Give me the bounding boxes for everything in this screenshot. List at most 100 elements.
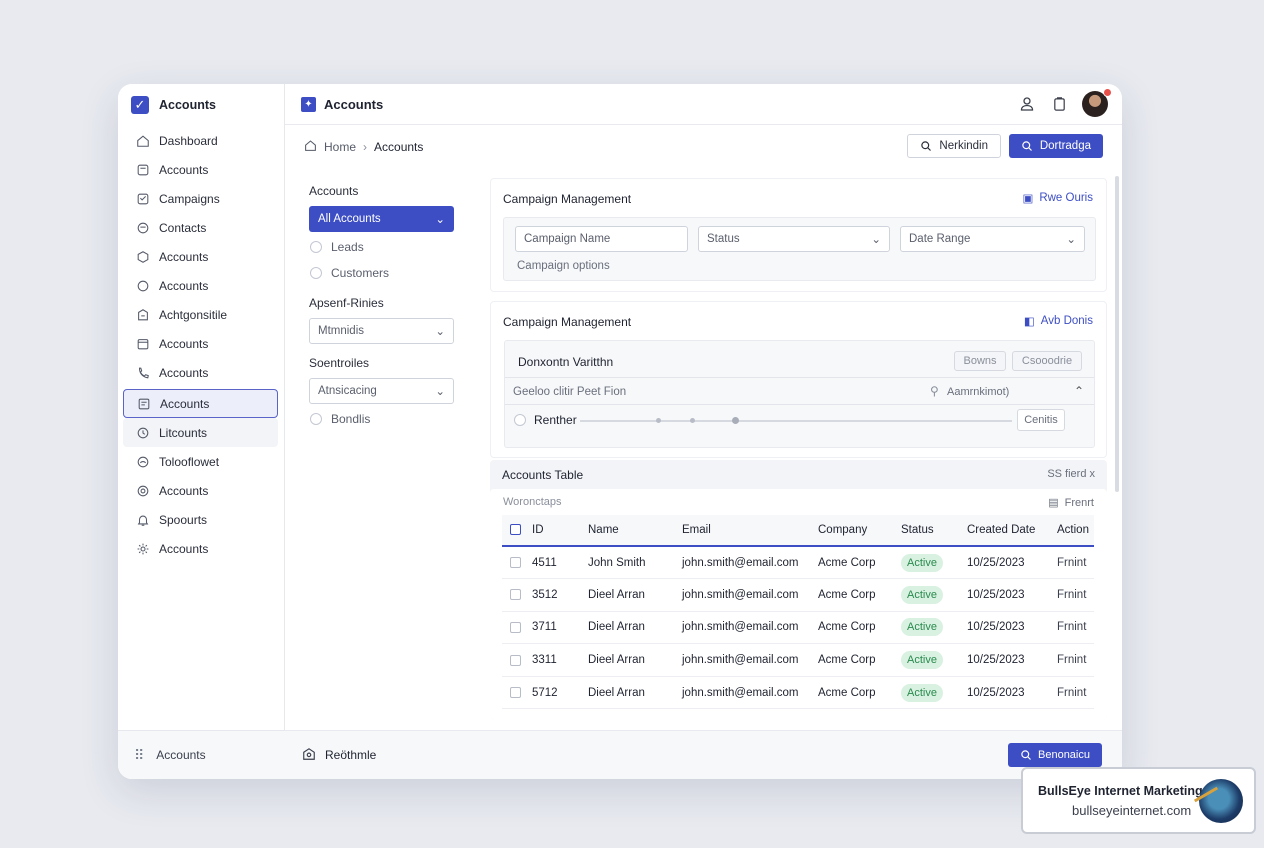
card-link[interactable]: ◧ Avb Donis xyxy=(1024,314,1093,328)
cell-id: 5712 xyxy=(532,676,588,710)
card-link[interactable]: ▣ Rwe Ouris xyxy=(1022,191,1093,205)
cell-text: john.smith@email.com xyxy=(682,556,799,569)
cenitis-button[interactable]: Cenitis xyxy=(1017,409,1065,431)
table-row[interactable]: 3512 Dieel Arran john.smith@email.com Acme … xyxy=(502,578,1094,612)
row-action-link[interactable]: Frnint xyxy=(1057,686,1087,699)
sidebar-item-14[interactable]: Accounts xyxy=(123,534,278,563)
row-checkbox[interactable] xyxy=(510,654,521,666)
cell-date: 10/25/2023 xyxy=(967,546,1057,580)
table-row[interactable]: 4511 John Smith john.smith@email.com Acme C… xyxy=(502,546,1094,580)
campaign-name-input[interactable]: Campaign Name xyxy=(515,226,688,252)
table-row[interactable]: 3311 Dieel Arran john.smith@email.com Acme … xyxy=(502,643,1094,677)
table-print-action[interactable]: ▤ Frenrt xyxy=(1048,496,1094,510)
column-header[interactable]: Company xyxy=(818,515,901,547)
box-icon xyxy=(136,250,150,264)
date-range-select[interactable]: Date Range ⌄ xyxy=(900,226,1085,252)
app-logo-icon: ✦ xyxy=(301,96,316,112)
sidebar-item-7[interactable]: Accounts xyxy=(123,329,278,358)
breadcrumb-home[interactable]: Home xyxy=(324,139,357,154)
contacts-icon xyxy=(136,221,150,235)
sidebar-item-label: Accounts xyxy=(159,278,209,293)
sidebar-item-2[interactable]: Campaigns xyxy=(123,184,278,213)
sidebar-item-6[interactable]: Achtgonsitile xyxy=(123,300,278,329)
card-title: Campaign Management xyxy=(503,192,632,206)
chevron-up-icon[interactable]: ⌃ xyxy=(1073,384,1084,398)
select-all-checkbox[interactable] xyxy=(510,524,521,536)
sidebar-item-5[interactable]: Accounts xyxy=(123,271,278,300)
row-action-link[interactable]: Frnint xyxy=(1057,621,1087,634)
bottom-left-label[interactable]: Reöthmle xyxy=(325,748,377,762)
sidebar-item-0[interactable]: Dashboard xyxy=(123,126,278,155)
column-header[interactable]: ID xyxy=(532,515,588,547)
cell-action: Frnint xyxy=(1057,611,1094,645)
user-icon[interactable] xyxy=(1018,95,1036,113)
sidebar-item-8[interactable]: Accounts xyxy=(123,358,278,387)
row-action-link[interactable]: Frnint xyxy=(1057,588,1087,601)
row-checkbox[interactable] xyxy=(510,687,521,699)
row-checkbox[interactable] xyxy=(510,557,521,569)
filter-select-3[interactable]: Atnsicacing ⌄ xyxy=(309,378,454,404)
sidebar-item-12[interactable]: Accounts xyxy=(123,476,278,505)
column-header[interactable]: Email xyxy=(682,515,818,547)
column-header[interactable]: Name xyxy=(588,515,682,547)
sidebar-item-9[interactable]: Accounts xyxy=(123,389,278,418)
chevron-down-icon: ⌄ xyxy=(435,386,445,398)
primary-search-button[interactable]: Dortradga xyxy=(1008,134,1103,158)
campaign-card-2: Campaign Management ◧ Avb Donis Donxontn… xyxy=(490,301,1107,458)
cell-text: Acme Corp xyxy=(818,686,876,699)
row-checkbox[interactable] xyxy=(510,589,521,601)
cell-status: Active xyxy=(901,676,967,710)
table-card: Woronctaps ▤ Frenrt ID Name Email Compan… xyxy=(490,489,1107,719)
sidebar-item-4[interactable]: Accounts xyxy=(123,242,278,271)
secondary-search-button[interactable]: Nerkindin xyxy=(907,134,1001,158)
sidebar-footer[interactable]: ⠿ Accounts xyxy=(118,730,285,779)
sidebar-item-10[interactable]: Litcounts xyxy=(123,418,278,447)
cell-text: 4511 xyxy=(532,556,557,569)
table-meta[interactable]: SS fierd x xyxy=(1047,468,1095,480)
csooodrie-button[interactable]: Csooodrie xyxy=(1012,351,1082,371)
camera-icon: ◧ xyxy=(1023,316,1035,328)
column-header[interactable]: Created Date xyxy=(967,515,1057,547)
row-checkbox[interactable] xyxy=(510,621,521,633)
cell-company: Acme Corp xyxy=(818,676,901,710)
bottom-primary-button[interactable]: Benonaicu xyxy=(1008,743,1102,767)
home-icon[interactable] xyxy=(304,139,317,155)
cell-email: john.smith@email.com xyxy=(682,578,818,612)
radio-leads[interactable]: Leads xyxy=(309,234,454,260)
row-action-link[interactable]: Frnint xyxy=(1057,654,1087,667)
radio-renther[interactable]: Renther xyxy=(514,413,577,427)
filter-select-2[interactable]: Mtmnidis ⌄ xyxy=(309,318,454,344)
radio-bondlis[interactable]: Bondlis xyxy=(309,406,454,432)
sidebar-item-11[interactable]: Tolooflowet xyxy=(123,447,278,476)
status-select-value: Status xyxy=(707,233,740,245)
progress-slider[interactable] xyxy=(580,417,1012,424)
slider-handle[interactable] xyxy=(732,417,739,424)
clipboard-icon[interactable] xyxy=(1050,95,1068,113)
scrollbar[interactable] xyxy=(1115,176,1119,492)
sidebar-item-label: Accounts xyxy=(159,162,209,177)
cell-date: 10/25/2023 xyxy=(967,676,1057,710)
cell-id: 3311 xyxy=(532,643,588,677)
cell-id: 3512 xyxy=(532,578,588,612)
sidebar-item-label: Tolooflowet xyxy=(159,454,220,469)
table-header-row: ID Name Email Company Status Created Dat… xyxy=(502,515,1094,547)
radio-customers[interactable]: Customers xyxy=(309,260,454,286)
cell-text: 3711 xyxy=(532,621,557,634)
column-header[interactable]: Status xyxy=(901,515,967,547)
account-type-select[interactable]: All Accounts ⌄ xyxy=(309,206,454,232)
brand[interactable]: ✓ Accounts xyxy=(131,96,216,114)
row-action-link[interactable]: Frnint xyxy=(1057,556,1087,569)
avatar[interactable] xyxy=(1082,88,1112,117)
grid-icon: ⠿ xyxy=(134,746,145,763)
table-row[interactable]: 3711 Dieel Arran john.smith@email.com Acme … xyxy=(502,611,1094,645)
table-row[interactable]: 5712 Dieel Arran john.smith@email.com Acme … xyxy=(502,676,1094,710)
detail-row[interactable]: Geeloo clitir Peet Fion ⚲ Aamrnkimot) ⌃ xyxy=(505,377,1094,405)
column-header[interactable]: Action xyxy=(1057,515,1094,547)
sidebar-item-1[interactable]: Accounts xyxy=(123,155,278,184)
bowns-button[interactable]: Bowns xyxy=(954,351,1006,371)
status-select[interactable]: Status ⌄ xyxy=(698,226,890,252)
cell-company: Acme Corp xyxy=(818,546,901,580)
filter-panel: Accounts All Accounts ⌄ Leads Customers … xyxy=(309,184,454,432)
sidebar-item-13[interactable]: Spoourts xyxy=(123,505,278,534)
sidebar-item-3[interactable]: Contacts xyxy=(123,213,278,242)
